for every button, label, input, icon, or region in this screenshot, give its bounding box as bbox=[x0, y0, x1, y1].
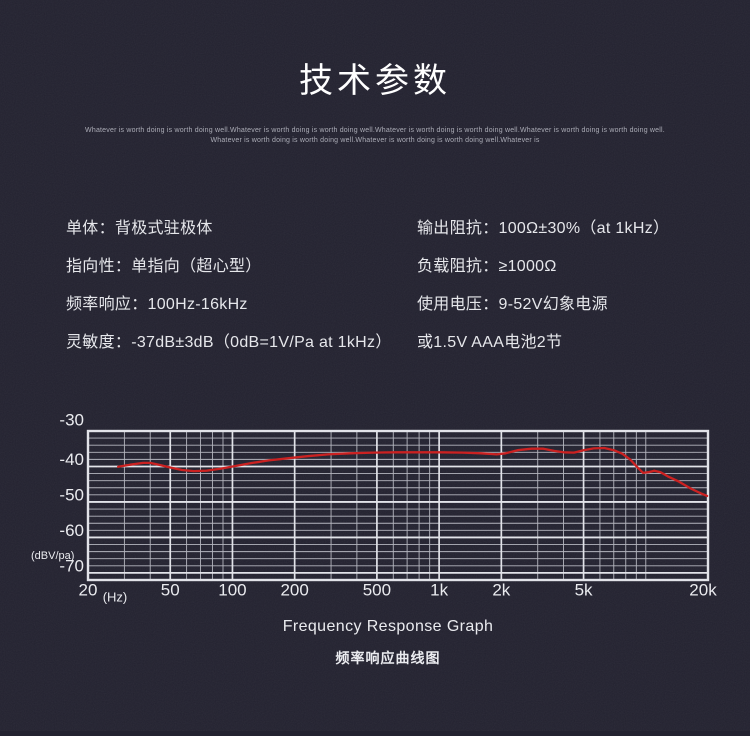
x-tick-label: 20 bbox=[79, 580, 98, 599]
spec-row-unit: 单体：背极式驻极体 bbox=[66, 220, 213, 237]
x-tick-label: 5k bbox=[575, 580, 593, 599]
chart-captions: Frequency Response Graph 频率响应曲线图 bbox=[0, 617, 750, 667]
x-tick-label: 500 bbox=[363, 580, 391, 599]
page-title: 技术参数 bbox=[299, 62, 451, 100]
spec-row-output-impedance: 输出阻抗：100Ω±30%（at 1kHz） bbox=[417, 220, 670, 237]
y-tick-label: -60 bbox=[59, 521, 84, 540]
x-axis-unit-label: (Hz) bbox=[103, 589, 128, 604]
y-axis-unit-label: (dBV/pa) bbox=[31, 550, 74, 562]
spec-row-load-impedance: 负载阻抗：≥1000Ω bbox=[417, 258, 557, 275]
x-tick-label: 100 bbox=[218, 580, 246, 599]
spec-row-operating-voltage: 使用电压：9-52V幻象电源 bbox=[417, 296, 608, 313]
x-tick-label: 200 bbox=[280, 580, 308, 599]
x-tick-label: 20k bbox=[689, 580, 717, 599]
spec-column-right: 输出阻抗：100Ω±30%（at 1kHz） 负载阻抗：≥1000Ω 使用电压：… bbox=[417, 220, 750, 372]
x-tick-label: 50 bbox=[161, 580, 180, 599]
spec-row-frequency-response: 频率响应：100Hz-16kHz bbox=[66, 296, 248, 313]
chart-title-english: Frequency Response Graph bbox=[282, 618, 494, 635]
x-tick-label: 2k bbox=[492, 580, 510, 599]
response-curve bbox=[117, 446, 709, 498]
y-tick-label: -50 bbox=[59, 485, 84, 504]
y-tick-label: -70 bbox=[59, 556, 84, 575]
chart-title-chinese: 频率响应曲线图 bbox=[335, 650, 441, 666]
spec-row-polar-pattern: 指向性：单指向（超心型） bbox=[66, 258, 262, 275]
y-tick-label: -40 bbox=[59, 450, 84, 469]
spec-row-sensitivity: 灵敏度：-37dB±3dB（0dB=1V/Pa at 1kHz） bbox=[66, 334, 392, 351]
y-tick-label: -30 bbox=[59, 410, 84, 429]
slogan-line-1: Whatever is worth doing is worth doing w… bbox=[85, 127, 665, 134]
x-tick-label: 1k bbox=[430, 580, 448, 599]
slogan-line-2: Whatever is worth doing is worth doing w… bbox=[210, 137, 540, 144]
spec-column-left: 单体：背极式驻极体 指向性：单指向（超心型） 频率响应：100Hz-16kHz … bbox=[66, 220, 406, 372]
spec-row-battery-option: 或1.5V AAA电池2节 bbox=[417, 334, 563, 351]
slogan-text: Whatever is worth doing is worth doing w… bbox=[0, 126, 750, 146]
